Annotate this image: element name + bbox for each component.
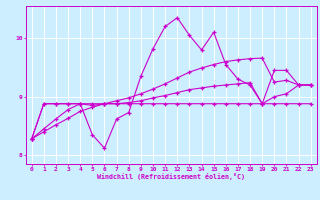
X-axis label: Windchill (Refroidissement éolien,°C): Windchill (Refroidissement éolien,°C): [97, 173, 245, 180]
